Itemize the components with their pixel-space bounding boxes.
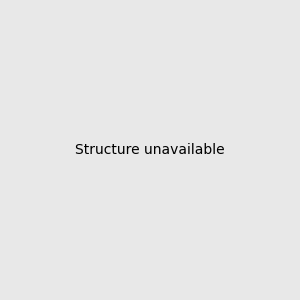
Text: Structure unavailable: Structure unavailable <box>75 143 225 157</box>
